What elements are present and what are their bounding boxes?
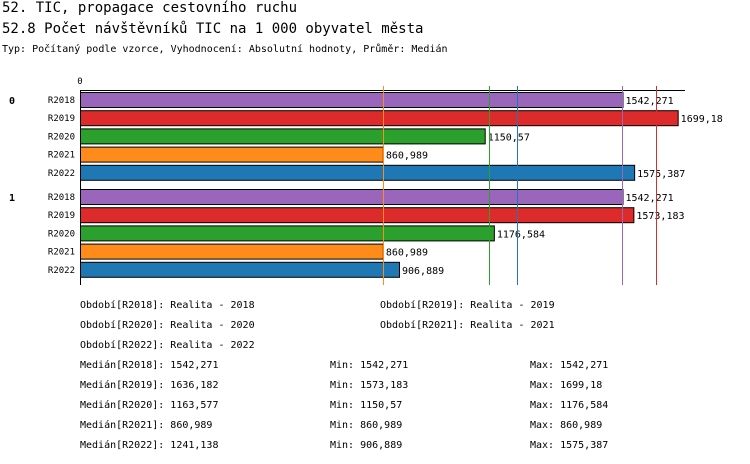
bar-value-label: 1575,387 — [637, 169, 685, 180]
report-title: 52. TIC, propagace cestovního ruchu — [2, 0, 298, 16]
bar — [80, 261, 400, 278]
legend-period-r2021: Období[R2021]: Realita - 2021 — [380, 320, 555, 331]
bar-value-label: 906,889 — [402, 266, 444, 277]
category-label: R2020 — [48, 132, 75, 142]
x-axis-tick-label: 0 — [77, 77, 82, 87]
bar — [80, 146, 384, 163]
category-label: R2020 — [48, 229, 75, 239]
category-label: R2019 — [48, 114, 75, 124]
stat-max-r2022: Max: 1575,387 — [530, 440, 609, 451]
category-label: R2022 — [48, 266, 75, 276]
bar — [80, 225, 495, 242]
stat-median-r2020: Medián[R2020]: 1163,577 — [80, 400, 219, 411]
category-label: R2021 — [48, 151, 75, 161]
legend-period-r2019: Období[R2019]: Realita - 2019 — [380, 300, 555, 311]
bar — [80, 207, 635, 224]
bar — [80, 164, 636, 181]
category-label: R2019 — [48, 211, 75, 221]
bar-value-label: 860,989 — [386, 248, 428, 259]
bar-value-label: 1150,57 — [488, 132, 530, 143]
bar — [80, 128, 486, 145]
stat-median-r2021: Medián[R2021]: 860,989 — [80, 420, 213, 431]
stat-median-r2019: Medián[R2019]: 1636,182 — [80, 380, 219, 391]
stat-median-r2022: Medián[R2022]: 1241,138 — [80, 440, 219, 451]
bar-value-label: 1542,271 — [625, 96, 673, 107]
stat-min-r2022: Min: 906,889 — [330, 440, 403, 451]
bar — [80, 110, 679, 127]
bar-value-label: 860,989 — [386, 151, 428, 162]
category-label: R2018 — [48, 96, 75, 106]
bar-value-label: 1699,18 — [681, 114, 723, 125]
chart-type-line: Typ: Počítaný podle vzorce, Vyhodnocení:… — [2, 44, 448, 55]
stat-min-r2020: Min: 1150,57 — [330, 400, 403, 411]
legend-period-r2022: Období[R2022]: Realita - 2022 — [80, 340, 255, 351]
bar — [80, 189, 624, 205]
stat-min-r2018: Min: 1542,271 — [330, 360, 409, 371]
group-label: 0 — [9, 96, 15, 107]
bar-value-label: 1542,271 — [625, 193, 673, 204]
stat-max-r2021: Max: 860,989 — [530, 420, 603, 431]
stat-max-r2018: Max: 1542,271 — [530, 360, 609, 371]
legend-period-r2018: Období[R2018]: Realita - 2018 — [80, 300, 255, 311]
stat-median-r2018: Medián[R2018]: 1542,271 — [80, 360, 219, 371]
chart-title: 52.8 Počet návštěvníků TIC na 1 000 obyv… — [2, 21, 424, 37]
stat-min-r2019: Min: 1573,183 — [330, 380, 409, 391]
bar — [80, 92, 624, 108]
stat-max-r2020: Max: 1176,584 — [530, 400, 609, 411]
category-label: R2018 — [48, 193, 75, 203]
bar — [80, 243, 384, 260]
group-label: 1 — [9, 193, 15, 204]
stat-max-r2019: Max: 1699,18 — [530, 380, 603, 391]
bar-value-label: 1176,584 — [497, 229, 545, 240]
category-label: R2021 — [48, 248, 75, 258]
stat-min-r2021: Min: 860,989 — [330, 420, 403, 431]
bar-value-label: 1573,183 — [636, 211, 684, 222]
category-label: R2022 — [48, 169, 75, 179]
legend-period-r2020: Období[R2020]: Realita - 2020 — [80, 320, 255, 331]
